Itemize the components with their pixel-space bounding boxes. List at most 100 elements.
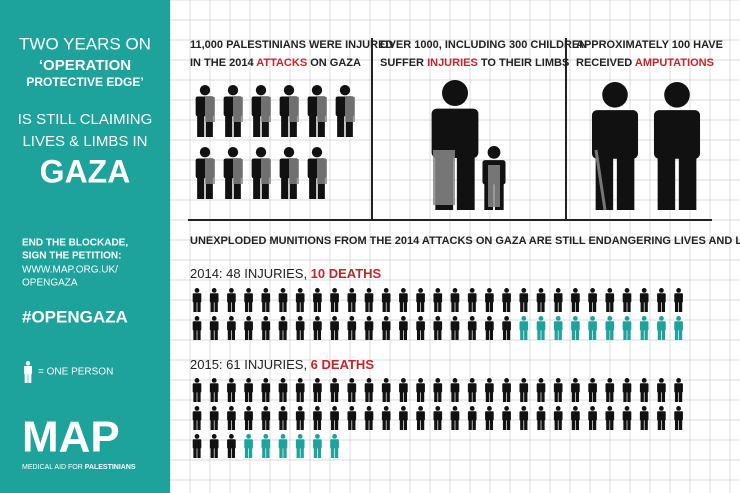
leg [640,419,644,430]
person-icon [364,378,374,402]
person-icon [588,316,597,340]
person-icon [536,406,546,430]
leg [678,329,683,340]
head [199,85,211,96]
torso [295,383,305,393]
torso [261,439,271,449]
injury [289,97,299,122]
person-icon [639,316,649,340]
head [311,147,323,158]
person-icon [674,316,683,340]
year-label: 2015: 61 INJURIES, 6 DEATHS [190,357,374,372]
leg [279,391,283,402]
person-icon [330,406,339,430]
leg [266,301,270,312]
person-icon [485,288,494,312]
leg [438,329,442,340]
person-icon [261,406,271,430]
person-icon [433,378,443,402]
head [227,147,239,158]
url[interactable]: WWW.MAP.ORG.UK/ [22,265,118,276]
head [521,288,527,293]
leg [300,301,304,312]
leg [300,419,304,430]
head [555,316,561,321]
leg [575,391,580,402]
head [246,434,252,439]
torso [485,293,494,303]
leg [674,301,679,312]
leg [330,447,335,458]
person-icon [450,406,460,430]
person-icon [622,288,632,312]
leg [451,329,455,340]
head [297,316,303,321]
head [366,316,372,321]
head [469,316,475,321]
leg [193,447,197,458]
injured-figure [279,85,299,137]
leg [571,419,576,430]
person-icon [450,288,460,312]
leg [616,156,635,210]
url[interactable]: OPENGAZA [22,278,78,289]
head [25,361,31,366]
leg [197,329,201,340]
head [332,406,337,411]
leg [214,301,218,312]
person-icon [536,316,546,340]
leg [262,419,266,430]
person-icon [278,378,288,402]
leg [225,177,233,199]
head [229,378,234,383]
head [211,316,217,321]
leg [434,391,438,402]
torso [381,411,391,421]
leg [386,301,390,312]
torso [278,383,288,393]
leg [214,329,218,340]
person-icon [209,378,219,402]
person-icon [244,406,253,430]
injured-figure [195,147,215,199]
text: RECEIVED [576,57,635,69]
head [555,378,561,383]
leg [330,419,335,430]
torso [244,383,253,393]
head [280,378,286,383]
torso [347,321,357,331]
person-icon [381,378,391,402]
cane [594,149,607,211]
torso [313,439,322,449]
leg [317,447,322,458]
torso [588,411,597,421]
leg [317,177,325,199]
head [263,316,269,321]
leg [334,447,339,458]
leg [348,391,352,402]
cta: END THE BLOCKADE, [22,238,128,249]
leg [434,301,438,312]
head [211,434,217,439]
head [590,378,595,383]
torso [278,439,288,449]
leg [541,419,545,430]
leg [197,419,201,430]
leg [279,301,283,312]
leg [403,329,408,340]
leg [661,419,666,430]
head [555,288,561,293]
leg [334,329,339,340]
leg [524,391,528,402]
torso [261,321,271,331]
leg [451,391,455,402]
leg [205,177,213,199]
person-icon [330,378,339,402]
injured-figure [335,85,355,137]
sidebar [0,0,170,493]
head [435,288,441,293]
torso [553,293,563,303]
person-icon [467,316,477,340]
head [435,378,441,383]
torso [192,321,202,331]
